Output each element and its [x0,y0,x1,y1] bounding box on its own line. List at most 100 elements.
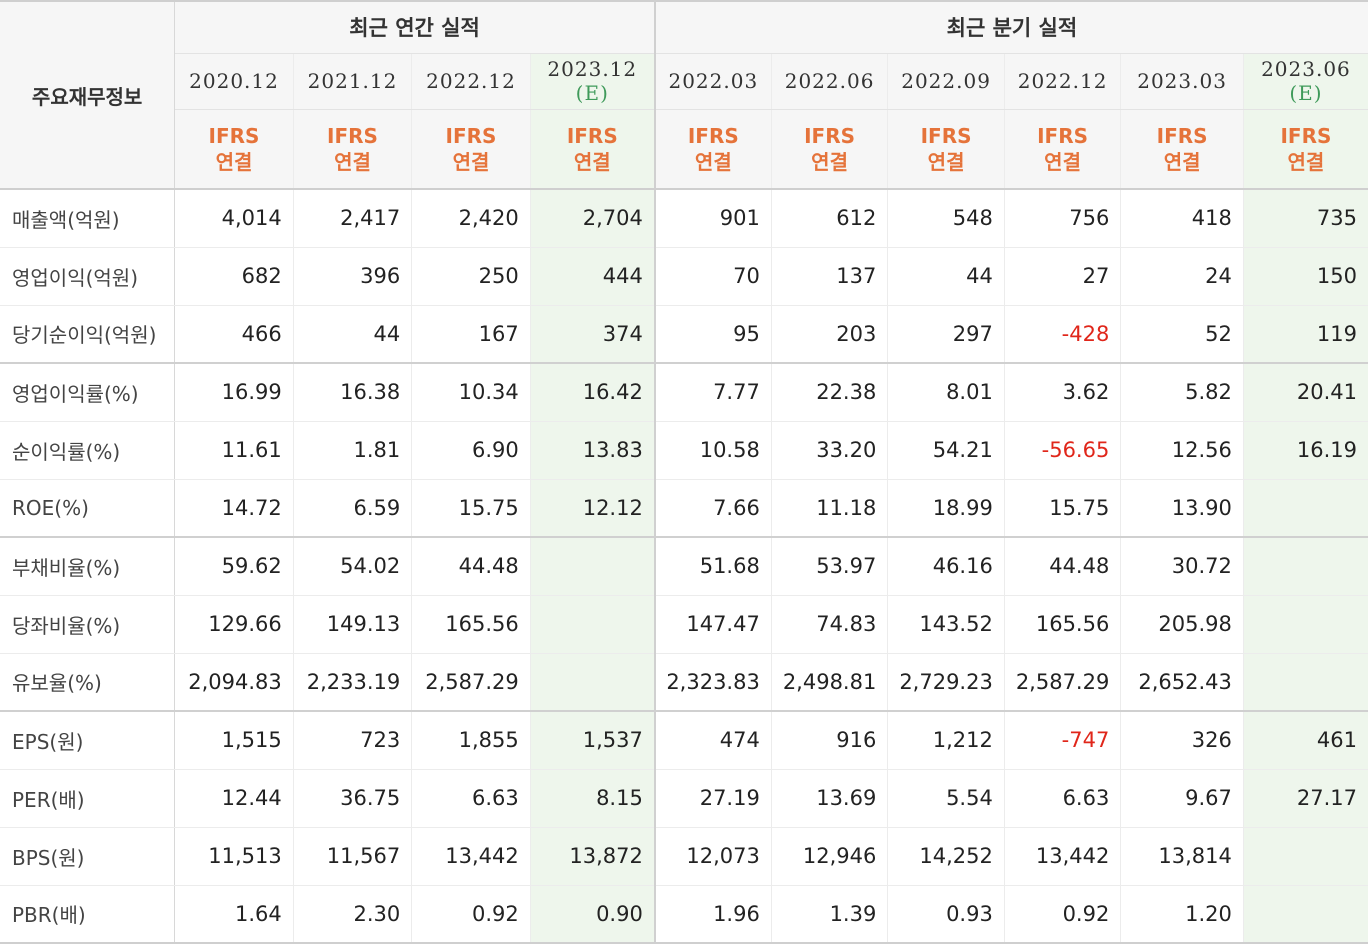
value-cell [1243,537,1368,596]
value-cell: 46.16 [887,537,1005,596]
value-cell: 723 [293,711,413,770]
value-cell: 11,513 [174,827,294,886]
value-cell: 33.20 [771,421,889,480]
value-cell: 10.34 [411,363,531,422]
value-cell: 6.59 [293,479,413,538]
row-label: 유보율(%) [0,653,176,712]
value-cell: 52 [1120,305,1244,364]
value-cell: 53.97 [771,537,889,596]
value-cell: 396 [293,247,413,306]
value-cell: 1.96 [654,885,772,944]
value-cell: 13.69 [771,769,889,828]
ifrs-consolidated-label: IFRS 연결 [530,109,656,190]
value-cell: 36.75 [293,769,413,828]
row-label: PER(배) [0,769,176,828]
value-cell: 735 [1243,189,1368,248]
value-cell: 24 [1120,247,1244,306]
value-cell: 2,704 [530,189,656,248]
value-cell: 6.63 [1004,769,1122,828]
period-header: 2022.03 [654,53,772,110]
value-cell: -56.65 [1004,421,1122,480]
value-cell: 916 [771,711,889,770]
value-cell: 2,498.81 [771,653,889,712]
table-row: 당기순이익(억원) 466 44 167 374 95 203 297 -428 52 119 [0,305,1368,364]
table-row: 순이익률(%) 11.61 1.81 6.90 13.83 10.58 33.20 54.21… [0,421,1368,480]
period-header: 2022.12 [1004,53,1122,110]
value-cell: 6.90 [411,421,531,480]
value-cell: 756 [1004,189,1122,248]
value-cell: 4,014 [174,189,294,248]
value-cell: 326 [1120,711,1244,770]
value-cell: 250 [411,247,531,306]
value-cell: 7.66 [654,479,772,538]
row-label: BPS(원) [0,827,176,886]
value-cell [1243,653,1368,712]
value-cell: 0.92 [1004,885,1122,944]
value-cell: 13,814 [1120,827,1244,886]
ifrs-consolidated-label: IFRS 연결 [887,109,1005,190]
ifrs-consolidated-label: IFRS 연결 [1243,109,1368,190]
value-cell: 1,212 [887,711,1005,770]
table-row: 부채비율(%) 59.62 54.02 44.48 51.68 53.97 46.16 44.… [0,537,1368,596]
value-cell: 14.72 [174,479,294,538]
value-cell: 27.19 [654,769,772,828]
row-label: ROE(%) [0,479,176,538]
value-cell [530,653,656,712]
value-cell: 374 [530,305,656,364]
value-cell: 14,252 [887,827,1005,886]
value-cell: 149.13 [293,595,413,654]
value-cell: 11.18 [771,479,889,538]
value-cell: 3.62 [1004,363,1122,422]
value-cell: 901 [654,189,772,248]
value-cell: 461 [1243,711,1368,770]
value-cell: 54.21 [887,421,1005,480]
value-cell: 16.38 [293,363,413,422]
quarterly-results-header: 최근 분기 실적 [654,0,1368,54]
table-row: PER(배) 12.44 36.75 6.63 8.15 27.19 13.69 5.54 6.… [0,769,1368,828]
ifrs-consolidated-label: IFRS 연결 [1120,109,1244,190]
value-cell: 165.56 [411,595,531,654]
value-cell: 2,587.29 [1004,653,1122,712]
value-cell: 2,652.43 [1120,653,1244,712]
value-cell: 5.54 [887,769,1005,828]
value-cell: 74.83 [771,595,889,654]
value-cell: 20.41 [1243,363,1368,422]
value-cell: -747 [1004,711,1122,770]
value-cell: 8.01 [887,363,1005,422]
value-cell: 1,855 [411,711,531,770]
ifrs-consolidated-label: IFRS 연결 [771,109,889,190]
value-cell: 1,515 [174,711,294,770]
value-cell: 1.64 [174,885,294,944]
period-header: 2023.03 [1120,53,1244,110]
value-cell: 44 [887,247,1005,306]
value-cell: 6.63 [411,769,531,828]
value-cell: 13.83 [530,421,656,480]
value-cell: 143.52 [887,595,1005,654]
value-cell: 18.99 [887,479,1005,538]
value-cell: 30.72 [1120,537,1244,596]
value-cell: 44 [293,305,413,364]
value-cell: 7.77 [654,363,772,422]
value-cell: 2,587.29 [411,653,531,712]
period-header-estimate: 2023.12 (E) [530,53,656,110]
period-header: 2021.12 [293,53,413,110]
value-cell: 2.30 [293,885,413,944]
value-cell: 13,872 [530,827,656,886]
value-cell [1243,827,1368,886]
value-cell: 150 [1243,247,1368,306]
value-cell: 548 [887,189,1005,248]
value-cell: 27.17 [1243,769,1368,828]
value-cell: 10.58 [654,421,772,480]
table-row: 당좌비율(%) 129.66 149.13 165.56 147.47 74.83 143.… [0,595,1368,654]
value-cell: 2,233.19 [293,653,413,712]
value-cell [530,537,656,596]
value-cell: 137 [771,247,889,306]
value-cell: 44.48 [411,537,531,596]
value-cell [1243,479,1368,538]
row-label: 영업이익(억원) [0,247,176,306]
value-cell: 444 [530,247,656,306]
table-row: ROE(%) 14.72 6.59 15.75 12.12 7.66 11.18 18.99 1… [0,479,1368,538]
value-cell: 16.99 [174,363,294,422]
annual-results-header: 최근 연간 실적 [174,0,656,54]
